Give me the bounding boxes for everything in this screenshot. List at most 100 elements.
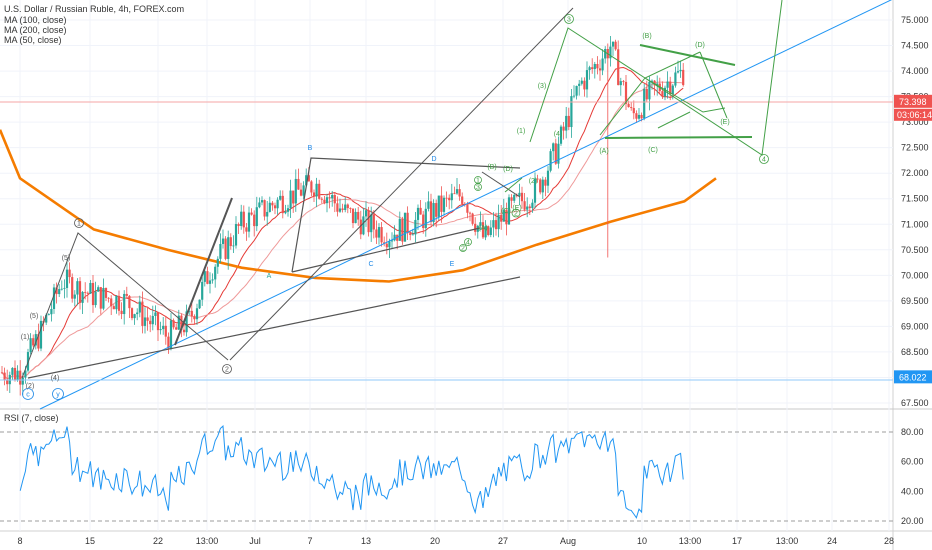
- countdown-tag: [894, 108, 932, 121]
- rsi-legend[interactable]: RSI (7, close): [4, 413, 59, 423]
- time-tick-label: 22: [153, 536, 163, 546]
- candle-body: [468, 212, 472, 214]
- candle-body: [505, 209, 508, 225]
- candle-body: [182, 329, 186, 333]
- candle-body: [648, 81, 651, 100]
- price-tick-label: 67.500: [901, 398, 929, 408]
- candle-body: [16, 370, 19, 380]
- time-tick-label: Aug: [560, 536, 576, 546]
- wave-circled-3-circle: [564, 14, 574, 24]
- gray-triangle-left: [21, 232, 229, 379]
- candle-body: [596, 63, 599, 69]
- candle-body: [149, 320, 152, 325]
- candle-body: [216, 258, 219, 267]
- wave-circled-1-gray: 1: [77, 221, 81, 228]
- candle-body: [331, 194, 334, 199]
- candle-body: [601, 58, 604, 71]
- wave-circled-c: c: [26, 392, 30, 399]
- price-tick-label: 74.500: [901, 41, 929, 51]
- candle-body: [86, 292, 89, 294]
- candle-body: [292, 190, 295, 204]
- green-triangle-inner: [657, 111, 691, 129]
- wave-label-A: A: [267, 273, 272, 280]
- wave-label-D: D: [431, 156, 436, 163]
- candle-body: [565, 115, 568, 131]
- time-tick-label: 28: [884, 536, 894, 546]
- candle-body: [650, 80, 654, 82]
- price-tick-label: 71.000: [901, 219, 929, 229]
- candle-body: [84, 291, 87, 293]
- candle-body: [440, 195, 443, 212]
- candle-body: [351, 208, 355, 224]
- candle-body: [656, 83, 659, 86]
- candle-body: [37, 334, 40, 349]
- candle-body: [388, 241, 391, 248]
- candle-body: [572, 95, 576, 97]
- candle-body: [666, 81, 669, 88]
- candle-body: [302, 185, 305, 196]
- candle-body: [354, 211, 357, 224]
- candle-body: [598, 68, 602, 71]
- candle-body: [375, 229, 378, 238]
- candle-body: [39, 320, 43, 349]
- candle-body: [562, 126, 565, 131]
- time-tick-label: 15: [85, 536, 95, 546]
- candle-body: [520, 192, 524, 202]
- candle-body: [19, 370, 22, 385]
- candle-body: [593, 63, 596, 70]
- rsi-tick-label: 60.00: [901, 457, 924, 467]
- candle-body: [409, 233, 412, 235]
- candle-body: [318, 183, 321, 199]
- candle-body: [268, 202, 271, 212]
- candle-body: [630, 107, 633, 109]
- candle-body: [286, 208, 290, 212]
- ma100-legend[interactable]: MA (100, close): [4, 15, 67, 25]
- wave-sub-2-left: (2): [26, 383, 35, 390]
- drawing-tools[interactable]: [0, 0, 893, 410]
- countdown-text: 03:06:14: [897, 110, 932, 120]
- time-tick-label: 13:00: [776, 536, 799, 546]
- price-tick-label: 72.500: [901, 143, 929, 153]
- wave-circled-y-circle: [52, 388, 64, 400]
- candle-body: [679, 69, 682, 72]
- candle-body: [341, 208, 344, 210]
- green-small-line: [504, 177, 523, 193]
- candle-body: [336, 203, 339, 212]
- candle-body: [112, 306, 115, 310]
- candle-body: [47, 314, 50, 316]
- candle-body: [422, 214, 425, 229]
- candle-body: [401, 218, 404, 242]
- wave-sub-C-mid: (C): [501, 208, 511, 215]
- wave-circled-2-mid-circle: [459, 244, 467, 252]
- level-tag-text: 68.022: [899, 372, 927, 382]
- wave-circled-c-circle: [22, 388, 34, 400]
- candle-body: [645, 88, 648, 100]
- candle-body: [429, 201, 433, 223]
- candle-body: [255, 207, 258, 227]
- candle-body: [65, 269, 69, 288]
- candle-body: [128, 295, 131, 309]
- candle-body: [533, 178, 537, 203]
- wave-circled-3-mid: 3: [476, 185, 480, 192]
- ma50-legend[interactable]: MA (50, close): [4, 35, 62, 45]
- time-tick-label: 13: [361, 536, 371, 546]
- candle-body: [541, 179, 544, 193]
- time-tick-label: 13:00: [679, 536, 702, 546]
- candle-body: [276, 199, 279, 209]
- wave-sub-A-green: (A): [599, 148, 608, 155]
- time-tick-label: 20: [430, 536, 440, 546]
- candle-body: [507, 197, 511, 225]
- candle-body: [258, 202, 261, 208]
- price-tick-label: 73.000: [901, 117, 929, 127]
- ma200-legend[interactable]: MA (200, close): [4, 25, 67, 35]
- candle-body: [549, 151, 552, 171]
- candle-body: [60, 288, 63, 290]
- candle-body: [627, 103, 630, 108]
- candle-body: [419, 207, 422, 215]
- candle-body: [273, 205, 277, 209]
- wave-label-E: E: [450, 261, 455, 268]
- gray-steep-line: [174, 197, 233, 346]
- price-tick-label: 71.500: [901, 194, 929, 204]
